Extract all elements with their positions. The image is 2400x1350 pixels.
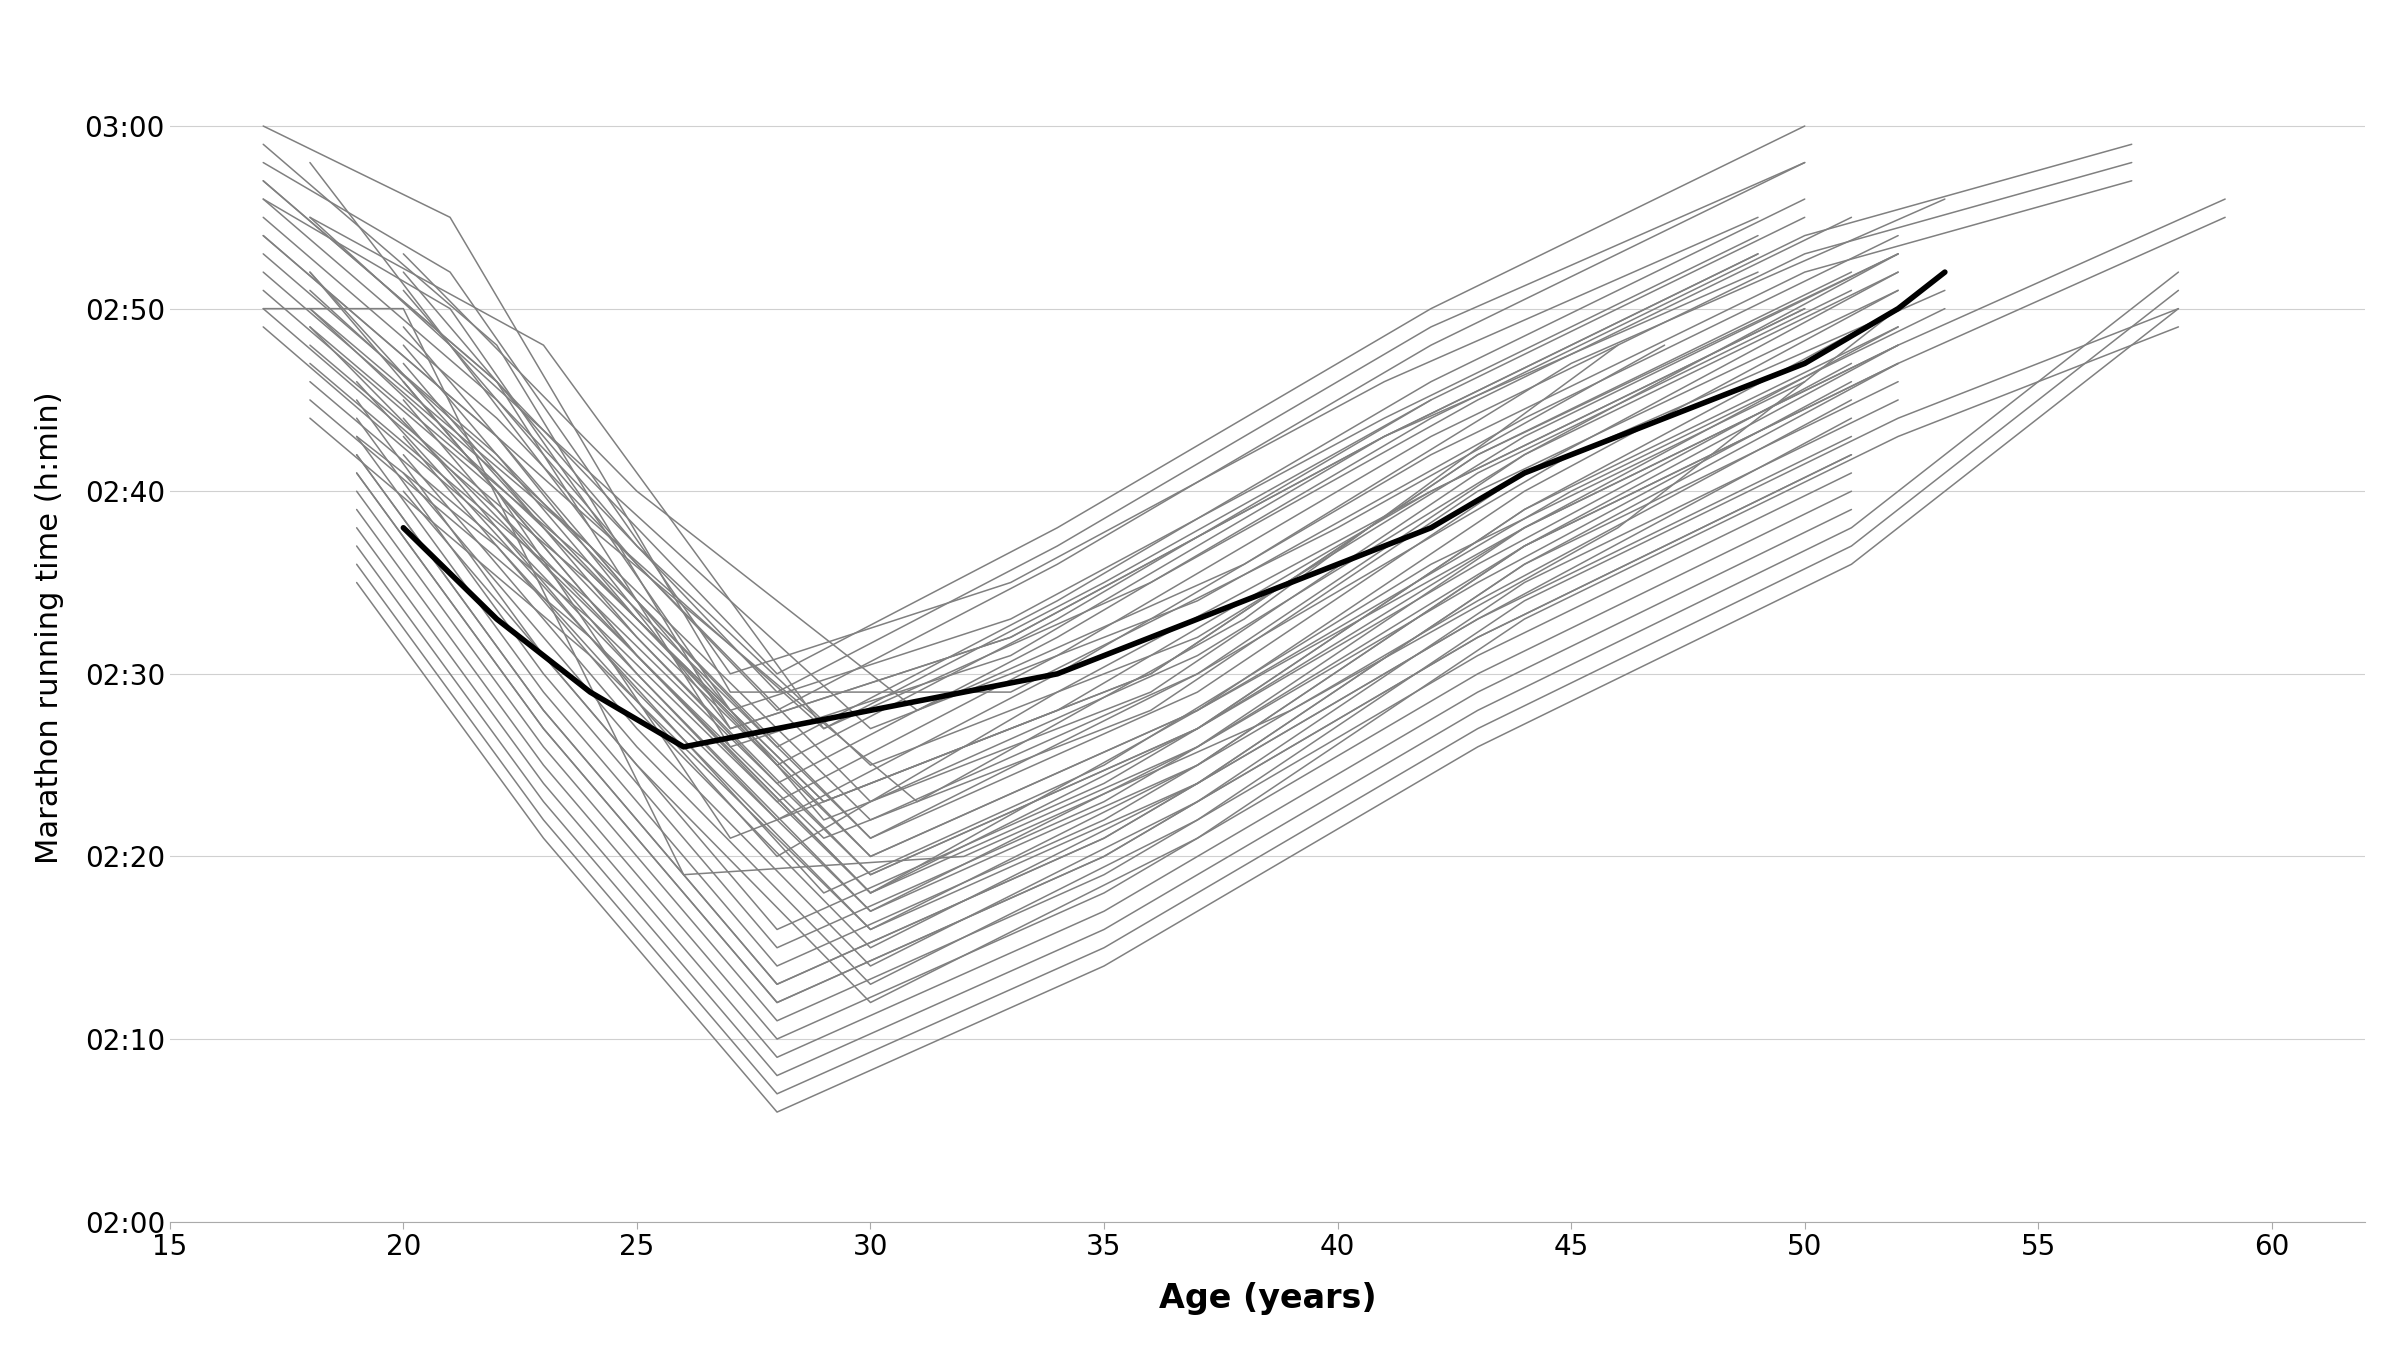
X-axis label: Age (years): Age (years) bbox=[1159, 1282, 1375, 1315]
Y-axis label: Marathon running time (h:min): Marathon running time (h:min) bbox=[34, 392, 65, 864]
